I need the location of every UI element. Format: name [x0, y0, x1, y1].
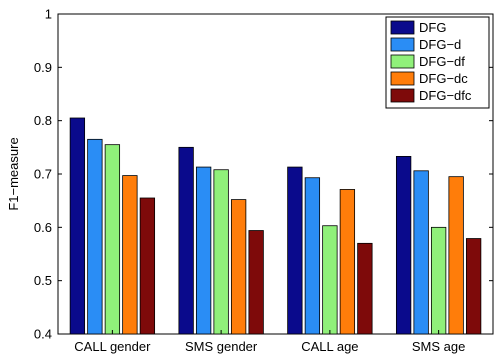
bar-3-1 — [104, 144, 121, 335]
bar-2-4 — [413, 170, 429, 335]
x-tick-label: CALL age — [301, 339, 358, 354]
bar-1-1 — [69, 117, 86, 335]
x-tick-label: CALL gender — [74, 339, 151, 354]
bar-2-3 — [304, 177, 321, 335]
x-axis: CALL gender SMS gender CALL age SMS age — [74, 330, 465, 354]
bar-3-2 — [213, 169, 229, 335]
legend-label: DFG−d — [419, 37, 461, 52]
y-axis: 0.4 0.5 0.6 0.7 0.8 0.9 1 — [34, 7, 493, 342]
bar-4-2 — [230, 199, 247, 335]
legend-label: DFG−df — [419, 54, 465, 69]
legend-label: DFG−dfc — [419, 88, 472, 103]
bar-5-3 — [357, 242, 373, 335]
y-tick-label: 1 — [45, 7, 52, 22]
bar-5-1 — [139, 197, 156, 335]
bar-4-3 — [339, 189, 356, 335]
legend: DFG DFG−d DFG−df DFG−dc DFG−dfc — [385, 16, 490, 109]
bar-5-4 — [465, 238, 482, 335]
bar-4-4 — [448, 176, 464, 335]
bar-5-2 — [248, 230, 264, 335]
bar-1-3 — [287, 166, 303, 335]
y-axis-label: F1−measure — [6, 137, 21, 210]
bar-2-2 — [195, 166, 212, 335]
y-tick-label: 0.8 — [34, 113, 52, 128]
x-tick-label: SMS age — [412, 339, 465, 354]
bar-4-1 — [122, 175, 138, 335]
legend-swatch — [390, 71, 415, 86]
y-tick-label: 0.7 — [34, 167, 52, 182]
bar-3-3 — [322, 225, 338, 335]
y-tick-label: 0.4 — [34, 327, 52, 342]
bars — [69, 117, 482, 335]
legend-label: DFG−dc — [419, 71, 468, 86]
legend-swatch — [390, 20, 415, 35]
y-tick-label: 0.9 — [34, 60, 52, 75]
bar-3-4 — [430, 226, 447, 335]
y-tick-label: 0.5 — [34, 273, 52, 288]
legend-swatch — [390, 54, 415, 69]
legend-swatch — [390, 37, 415, 52]
bar-1-2 — [178, 146, 194, 335]
bar-1-4 — [395, 155, 412, 335]
y-tick-label: 0.6 — [34, 220, 52, 235]
legend-label: DFG — [419, 20, 446, 35]
bar-2-1 — [87, 138, 103, 335]
legend-swatch — [390, 88, 415, 103]
x-tick-label: SMS gender — [185, 339, 258, 354]
